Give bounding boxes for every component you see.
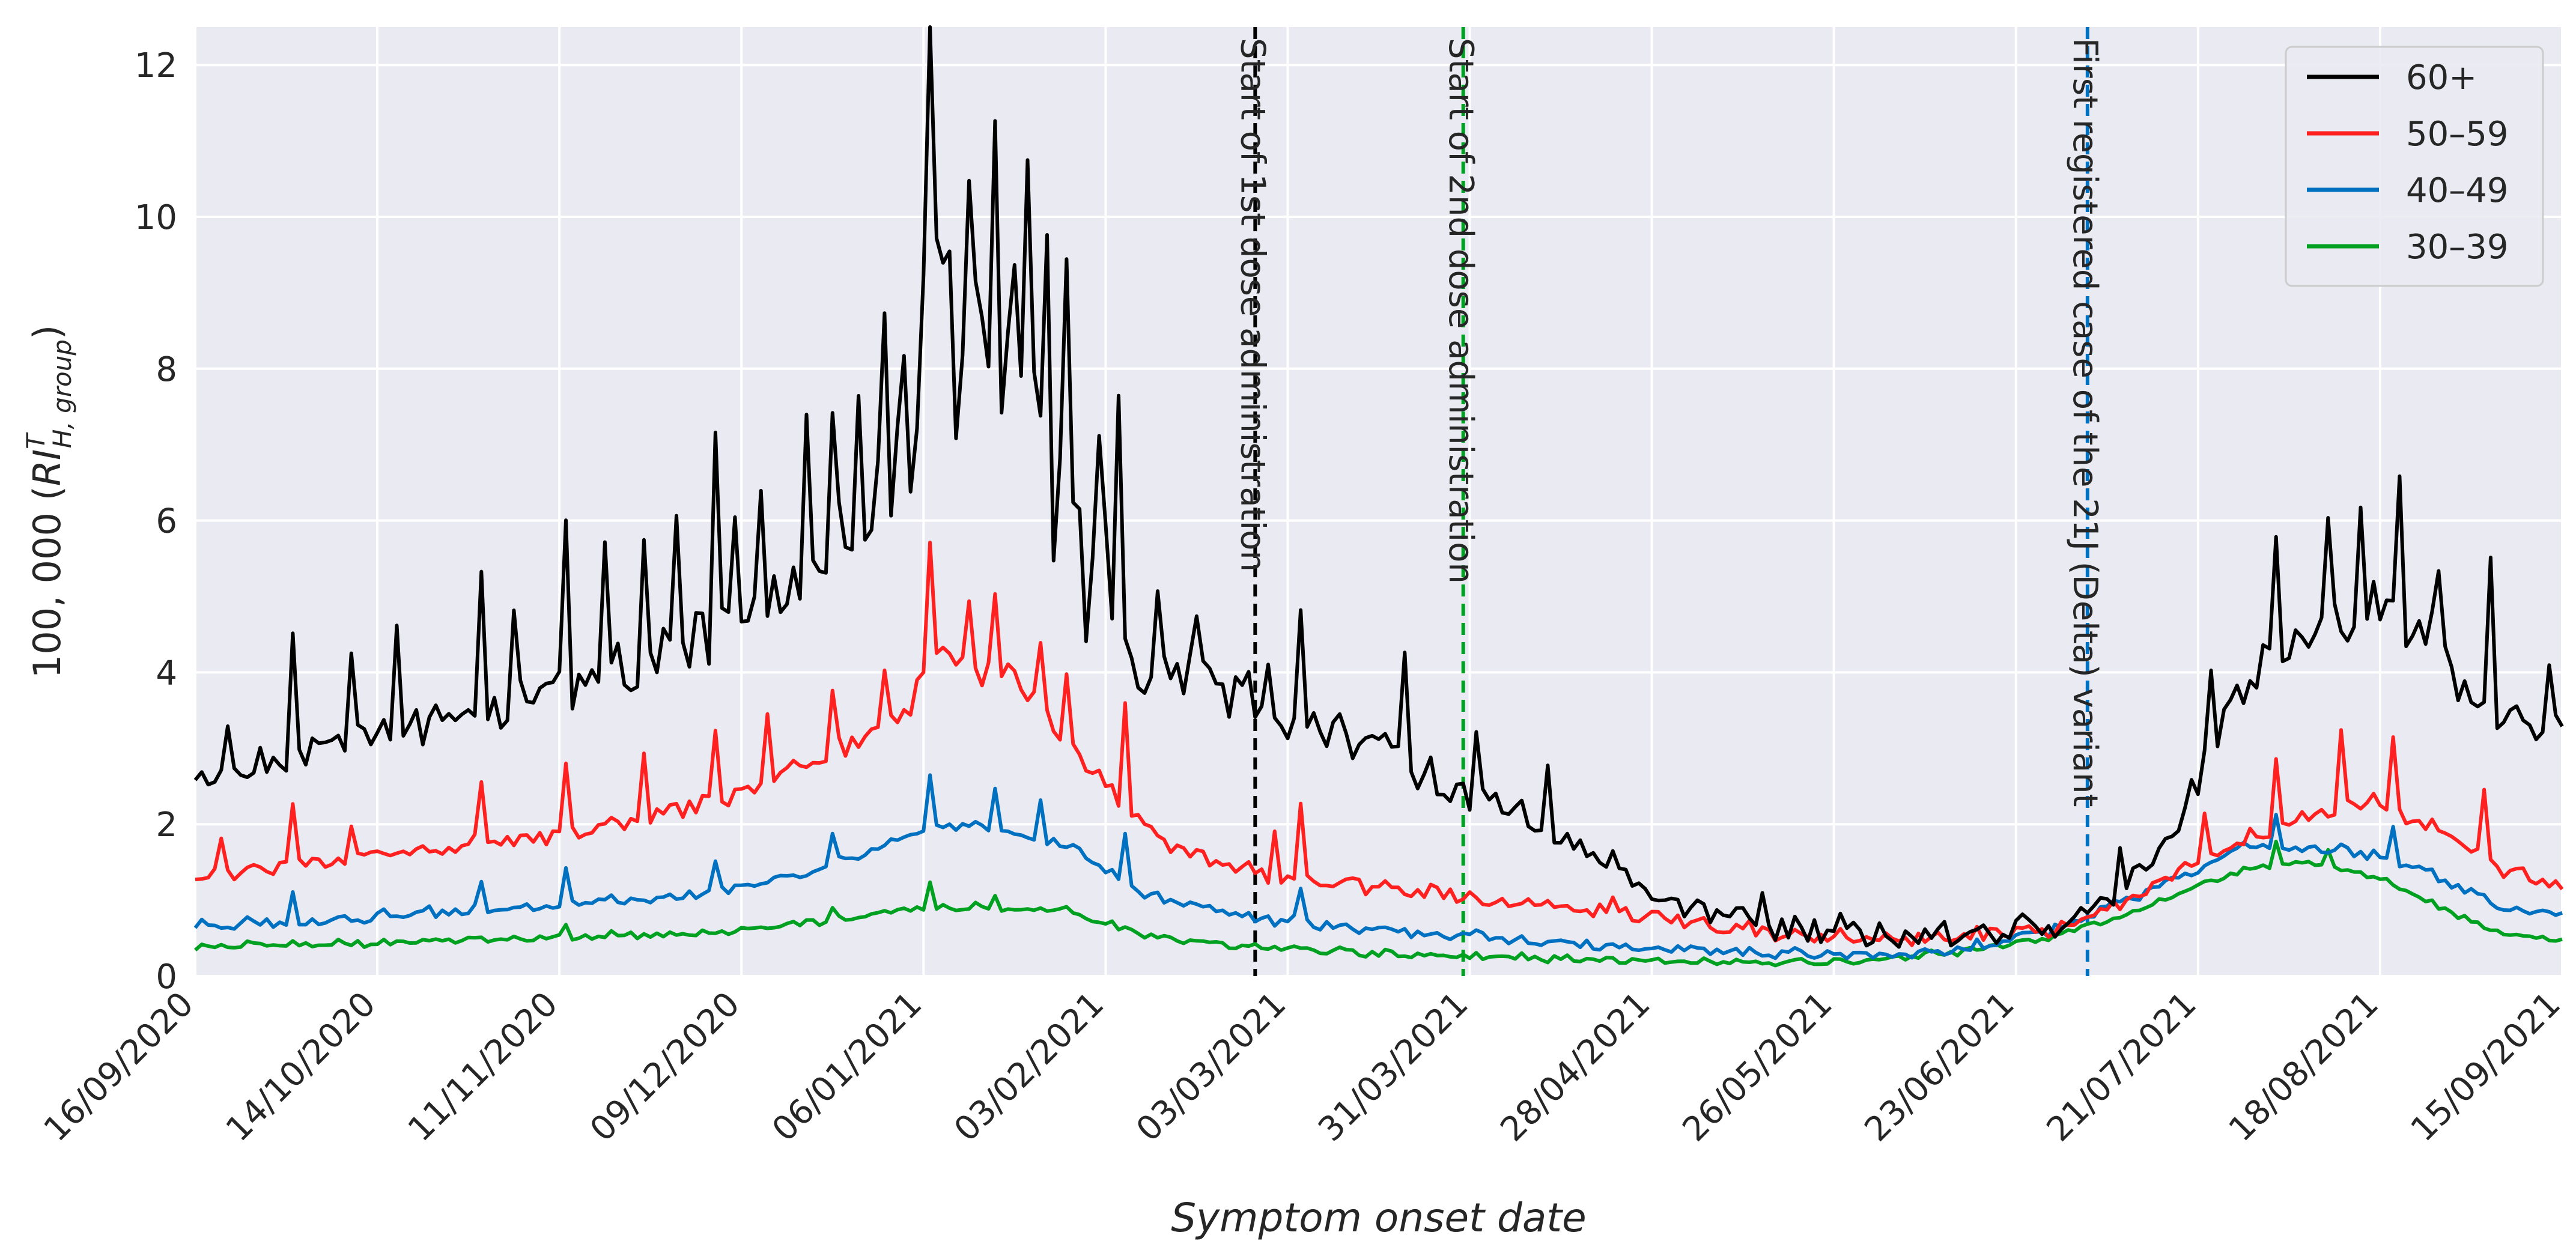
legend-label: 30–39 [2406, 228, 2509, 267]
y-axis-ticks: 0 2 4 6 8 10 12 [135, 46, 177, 997]
plot-background [195, 27, 2562, 976]
y-tick-label: 12 [135, 46, 177, 85]
x-tick-label: 09/12/2020 [583, 985, 747, 1149]
vertical-marker-label: Start of 1st dose administration [1233, 38, 1272, 572]
x-tick-label: 03/03/2021 [1129, 985, 1293, 1149]
vertical-marker-label: Start of 2nd dose administration [1441, 38, 1480, 584]
x-tick-label: 15/09/2021 [2404, 985, 2568, 1149]
x-tick-label: 21/07/2021 [2040, 985, 2204, 1149]
legend: 60+ 50–59 40–49 30–39 [2285, 46, 2544, 287]
x-tick-label: 16/09/2020 [37, 985, 201, 1149]
x-tick-label: 28/04/2021 [1493, 985, 1657, 1149]
x-axis-title: Symptom onset date [1171, 1195, 1587, 1241]
y-tick-label: 10 [135, 198, 177, 237]
vertical-markers: Start of 1st dose administration Start of… [1233, 27, 2104, 976]
x-tick-label: 23/06/2021 [1857, 985, 2022, 1149]
series-lines [193, 25, 2564, 968]
legend-label: 60+ [2406, 58, 2477, 97]
y-axis-title-sup: T [21, 432, 50, 449]
y-tick-label: 4 [156, 654, 177, 693]
legend-label: 40–49 [2406, 171, 2509, 210]
x-tick-label: 06/01/2021 [765, 985, 929, 1149]
x-axis-ticks: 16/09/2020 14/10/2020 11/11/2020 09/12/2020… [37, 985, 2568, 1149]
x-tick-label: 14/10/2020 [219, 985, 383, 1149]
y-tick-label: 2 [156, 806, 177, 845]
x-tick-label: 31/03/2021 [1311, 985, 1475, 1149]
series-line-1 [195, 541, 2564, 947]
y-tick-label: 0 [156, 957, 177, 997]
legend-label: 50–59 [2406, 115, 2509, 154]
y-tick-label: 8 [156, 350, 177, 389]
y-axis-title-suffix: ) [25, 325, 69, 339]
x-tick-label: 11/11/2020 [401, 985, 565, 1149]
legend-box [2285, 46, 2544, 287]
series-line-0 [193, 25, 2564, 949]
series-line-3 [194, 839, 2563, 968]
y-axis-title: 100, 000 (RITH, group) [21, 325, 77, 678]
y-tick-label: 6 [156, 502, 177, 541]
y-axis-title-sub: H, group [47, 339, 77, 448]
y-axis-title-prefix: 100, 000 ( [25, 486, 69, 678]
x-tick-label: 26/05/2021 [1675, 985, 1839, 1149]
x-tick-label: 18/08/2021 [2222, 985, 2386, 1149]
vertical-marker-label: First registered case of the 21J (Delta)… [2065, 38, 2104, 807]
x-tick-label: 03/02/2021 [947, 985, 1111, 1149]
y-axis-title-symbol: RI [25, 449, 69, 486]
